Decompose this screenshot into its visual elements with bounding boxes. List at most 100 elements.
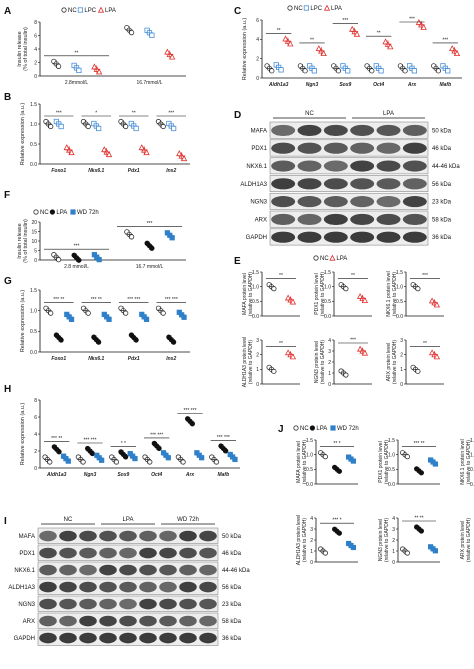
blot-i-band xyxy=(139,547,157,559)
panel-j-point-NC xyxy=(404,454,410,460)
blot-i-band xyxy=(79,581,97,593)
label-line: (relative to GAPDH) xyxy=(302,518,308,563)
panel-c-ytick-label: 2 xyxy=(256,56,259,62)
panel-j-point-NC xyxy=(404,550,410,556)
panel-e-sub-ytick-label: 0.0 xyxy=(252,314,259,320)
label-line: ALDH1A3 protein level xyxy=(296,515,302,566)
blot-d-band xyxy=(376,196,401,208)
panel-b-point-LPA xyxy=(68,149,75,156)
panel-b-point-LPA xyxy=(143,149,150,156)
panel-h-point-WD72h xyxy=(132,455,138,462)
panel-g-point-WD72h xyxy=(143,316,150,322)
blot-i-kda-label: 36 kDa xyxy=(222,636,242,642)
panel-label-B: B xyxy=(4,92,11,103)
blot-d-band xyxy=(350,213,375,225)
panel-h-point-WD72h xyxy=(232,456,238,463)
panel-j-legend-marker xyxy=(330,425,336,431)
panel-h-category-label: Mafb xyxy=(217,472,229,478)
blot-d-band xyxy=(402,160,427,172)
panel-b-point-LPC xyxy=(171,125,177,132)
panel-b-point-NC xyxy=(123,123,129,130)
panel-j-sub-ytick-label: 1.5 xyxy=(470,438,474,444)
panel-e-sub-ylabel: ALDH1A3 protein level(relative to GAPDH) xyxy=(242,337,254,388)
panel-c-point-LPC xyxy=(445,68,451,74)
blot-i-band xyxy=(179,530,197,542)
label-line: ARX protein level xyxy=(460,521,466,560)
panel-h-category-label: Arx xyxy=(185,472,195,478)
panel-b-category-label: Nkx6.1 xyxy=(88,168,104,174)
panel-f-category-label: 2.8 mmol/L xyxy=(64,264,89,270)
blot-i-band xyxy=(199,615,217,627)
label-line: MAFA protein level xyxy=(296,441,302,483)
blot-i-band xyxy=(99,632,117,644)
panel-f-category-label: 16.7 mmol/L xyxy=(136,264,164,270)
blot-i-band xyxy=(39,564,57,576)
panel-a-legend-label: LPA xyxy=(105,8,116,14)
blot-d-band xyxy=(297,178,322,190)
panel-h-point-LPA xyxy=(189,421,195,427)
panel-c-category-label: Sox9 xyxy=(339,82,351,88)
blot-i-band xyxy=(79,598,97,610)
panel-e-sub-ytick-label: 0.5 xyxy=(396,299,403,305)
panel-c-point-LPA xyxy=(453,50,461,57)
blot-i-band xyxy=(159,581,177,593)
panel-j-sub-ytick-label: 1.0 xyxy=(306,452,313,458)
panel-j-sub-ytick-label: 0 xyxy=(392,560,395,566)
panel-b-ytick-label: 1.5 xyxy=(30,102,37,108)
blot-i-band xyxy=(119,615,137,627)
panel-h-point-LPA xyxy=(56,449,62,455)
panel-b-point-LPA xyxy=(180,155,188,162)
blot-i-band xyxy=(39,632,57,644)
panel-e-sub-ylabel: ARX protein level(relative to GAPDH) xyxy=(386,340,398,385)
panel-f-point-NC xyxy=(56,257,62,263)
blot-i-band xyxy=(99,581,117,593)
panel-j-sub-ytick-label: 2 xyxy=(310,538,313,544)
panel-h-sig-label: *** *** xyxy=(83,438,96,444)
blot-i-band xyxy=(79,547,97,559)
panel-h-point-NC xyxy=(113,459,120,465)
panel-f-point-WD72h xyxy=(96,257,102,263)
panel-j-sub-ytick-label: 0.0 xyxy=(306,482,313,488)
panel-g-sig-label: *** *** xyxy=(127,297,140,303)
panel-j-point-LPA xyxy=(418,528,424,534)
panel-c-point-LPC xyxy=(278,67,284,73)
blot-i-band xyxy=(119,632,137,644)
blot-i-kda-label: 46 kDa xyxy=(222,551,242,557)
blot-d-band xyxy=(376,178,401,190)
blot-d-band xyxy=(350,178,375,190)
blot-d-group-label: LPA xyxy=(383,111,394,117)
panel-c-point-NC xyxy=(269,68,275,74)
panel-e-sig-label: *** xyxy=(350,338,356,344)
panel-a-legend-label: NC xyxy=(68,8,77,14)
panel-j-legend-label: NC xyxy=(300,426,309,432)
panel-a-legend-marker xyxy=(77,7,83,13)
blot-d-band xyxy=(323,231,348,243)
panel-c-category-label: Arx xyxy=(407,82,417,88)
panel-h-point-NC xyxy=(213,459,220,465)
blot-d-group-label: NC xyxy=(305,111,314,117)
panel-f-legend-marker xyxy=(33,209,39,215)
panel-j-sub-ytick-label: 0.0 xyxy=(388,482,395,488)
panel-a-ylabel: Insulin release(% of total insulin) xyxy=(17,27,29,71)
blot-d-kda-label: 44-46 kDa xyxy=(432,164,460,170)
panel-j-sig-label: ** * xyxy=(333,441,340,447)
blot-i-group-label: LPA xyxy=(123,517,134,523)
panel-c-point-LPC xyxy=(378,68,384,74)
panel-a-ytick-label: 0 xyxy=(34,74,37,80)
panel-j-sub-ylabel: ALDH1A3 protein level(relative to GAPDH) xyxy=(296,515,308,566)
panel-label-C: C xyxy=(234,6,241,17)
panel-j-sub-ylabel: MAFA protein level(relative to GAPDH) xyxy=(296,440,308,485)
panel-c-sig-label: ** xyxy=(310,37,314,43)
panel-e-sub-ytick-label: 0.0 xyxy=(396,314,403,320)
panel-j-point-WD72h xyxy=(350,544,357,551)
blot-i-band xyxy=(119,530,137,542)
label-line: ALDH1A3 protein level xyxy=(242,337,248,388)
blot-i-band xyxy=(39,615,57,627)
label-line: (relative to GAPDH) xyxy=(320,340,326,385)
panel-e-sub-ytick-label: 2 xyxy=(400,352,403,358)
label-line: NKX6.1 protein level xyxy=(386,271,392,317)
blot-i-protein-label: ALDH1A3 xyxy=(8,585,35,591)
panel-g-sig-label: *** ** xyxy=(53,297,64,303)
panel-c-point-LPA xyxy=(387,43,394,50)
panel-c-sig-label: ** xyxy=(377,31,381,37)
